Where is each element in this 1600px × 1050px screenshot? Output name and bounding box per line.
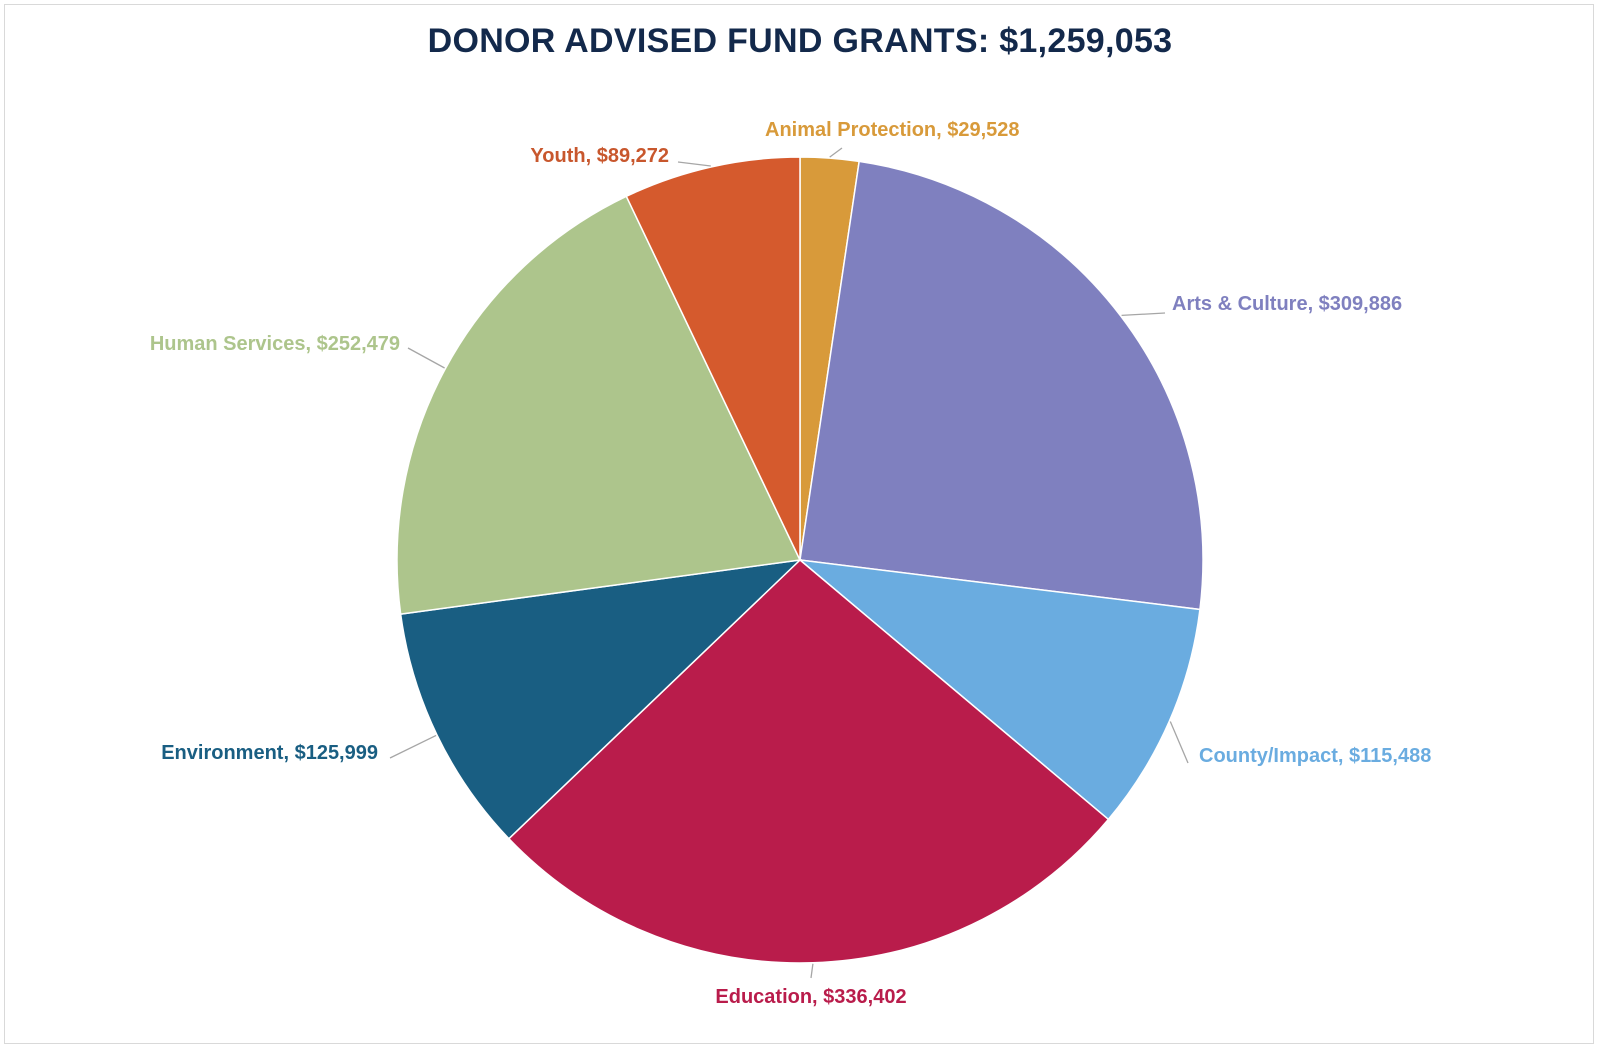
- data-label-youth: Youth, $89,272: [530, 145, 669, 167]
- pie-slice-environment: [399, 558, 803, 840]
- pie-slices: [396, 156, 1204, 964]
- leader-line-animal-protection: [829, 147, 843, 158]
- data-label-animal-protection: Animal Protection, $29,528: [765, 119, 1020, 141]
- pie-slice-human-services: [396, 195, 802, 615]
- leader-lines: [389, 147, 1189, 979]
- pie-slice-arts-culture: [799, 160, 1204, 611]
- data-label-education: Education, $336,402: [715, 986, 906, 1008]
- data-labels: Animal Protection, $29,528 Arts & Culture…: [150, 119, 1432, 1008]
- leader-line-arts-culture: [1121, 312, 1166, 317]
- leader-line-human-services: [407, 347, 445, 369]
- leader-line-county-impact: [1169, 721, 1189, 764]
- pie-slice-education: [507, 558, 1110, 964]
- chart-title: DONOR ADVISED FUND GRANTS: $1,259,053: [427, 22, 1173, 60]
- leader-line-youth: [677, 161, 711, 167]
- pie-slice-youth: [625, 156, 801, 561]
- data-label-human-services: Human Services, $252,479: [150, 333, 400, 355]
- pie-slice-county-impact: [797, 558, 1201, 821]
- data-label-environment: Environment, $125,999: [161, 742, 378, 764]
- data-label-arts-culture: Arts & Culture, $309,886: [1172, 293, 1402, 315]
- leader-line-education: [810, 963, 814, 979]
- data-label-county-impact: County/Impact, $115,488: [1199, 745, 1431, 767]
- leader-line-environment: [389, 734, 437, 759]
